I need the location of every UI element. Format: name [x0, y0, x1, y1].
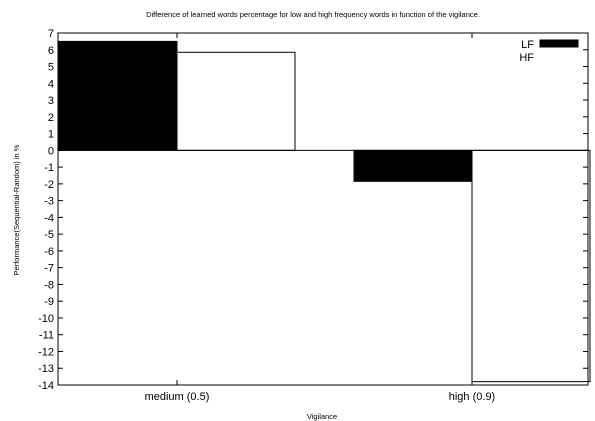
plot-frame	[57, 32, 589, 386]
y-tick-label: -2	[44, 179, 54, 191]
y-tick-label: 0	[48, 145, 54, 157]
y-tick-label: -8	[44, 279, 54, 291]
legend-label-lf: LF	[521, 39, 534, 51]
bar-lf-0	[58, 40, 178, 151]
x-axis-label: Vigilance	[307, 412, 337, 421]
y-tick-label: -12	[38, 346, 54, 358]
y-tick-label: 4	[48, 78, 54, 90]
legend-label-hf: HF	[519, 52, 534, 64]
x-tick-label: high (0.9)	[449, 391, 495, 403]
y-tick-label: -1	[44, 162, 54, 174]
y-tick-label: 2	[48, 112, 54, 124]
y-tick-label: -4	[44, 212, 54, 224]
y-tick-label: -7	[44, 263, 54, 275]
y-tick-label: -13	[38, 363, 54, 375]
y-tick-label: 7	[48, 28, 54, 40]
y-tick-label: 6	[48, 45, 54, 57]
y-tick-label: -14	[38, 380, 54, 392]
y-ticks: 7 6 5 4 3 2 1 0 -1 -2 -3 -4 -5 -6 -7 -8 -9 -10 -11 -12 -13 -1…	[38, 28, 588, 392]
y-tick-label: 1	[48, 129, 54, 141]
y-tick-label: -5	[44, 229, 54, 241]
y-tick-label: -11	[39, 330, 54, 342]
y-tick-label: -6	[44, 246, 54, 258]
y-tick-label: 5	[48, 62, 54, 74]
chart-title: Difference of learned words percentage f…	[146, 10, 480, 19]
y-tick-label: -10	[38, 313, 54, 325]
legend-swatch-lf	[539, 39, 579, 48]
x-ticks: medium (0.5) high (0.9)	[145, 33, 495, 403]
y-tick-label: -3	[44, 196, 54, 208]
x-tick-label: medium (0.5)	[145, 391, 210, 403]
legend: LF HF	[519, 39, 579, 64]
y-tick-label: 3	[48, 95, 54, 107]
bars-layer	[58, 40, 591, 383]
y-axis-label: Performance(Sequential-Random) in %	[12, 144, 21, 275]
bar-lf-1	[353, 149, 473, 182]
y-tick-label: -9	[44, 296, 54, 308]
bar-hf-1	[471, 149, 591, 383]
bar-hf-0	[176, 51, 296, 151]
